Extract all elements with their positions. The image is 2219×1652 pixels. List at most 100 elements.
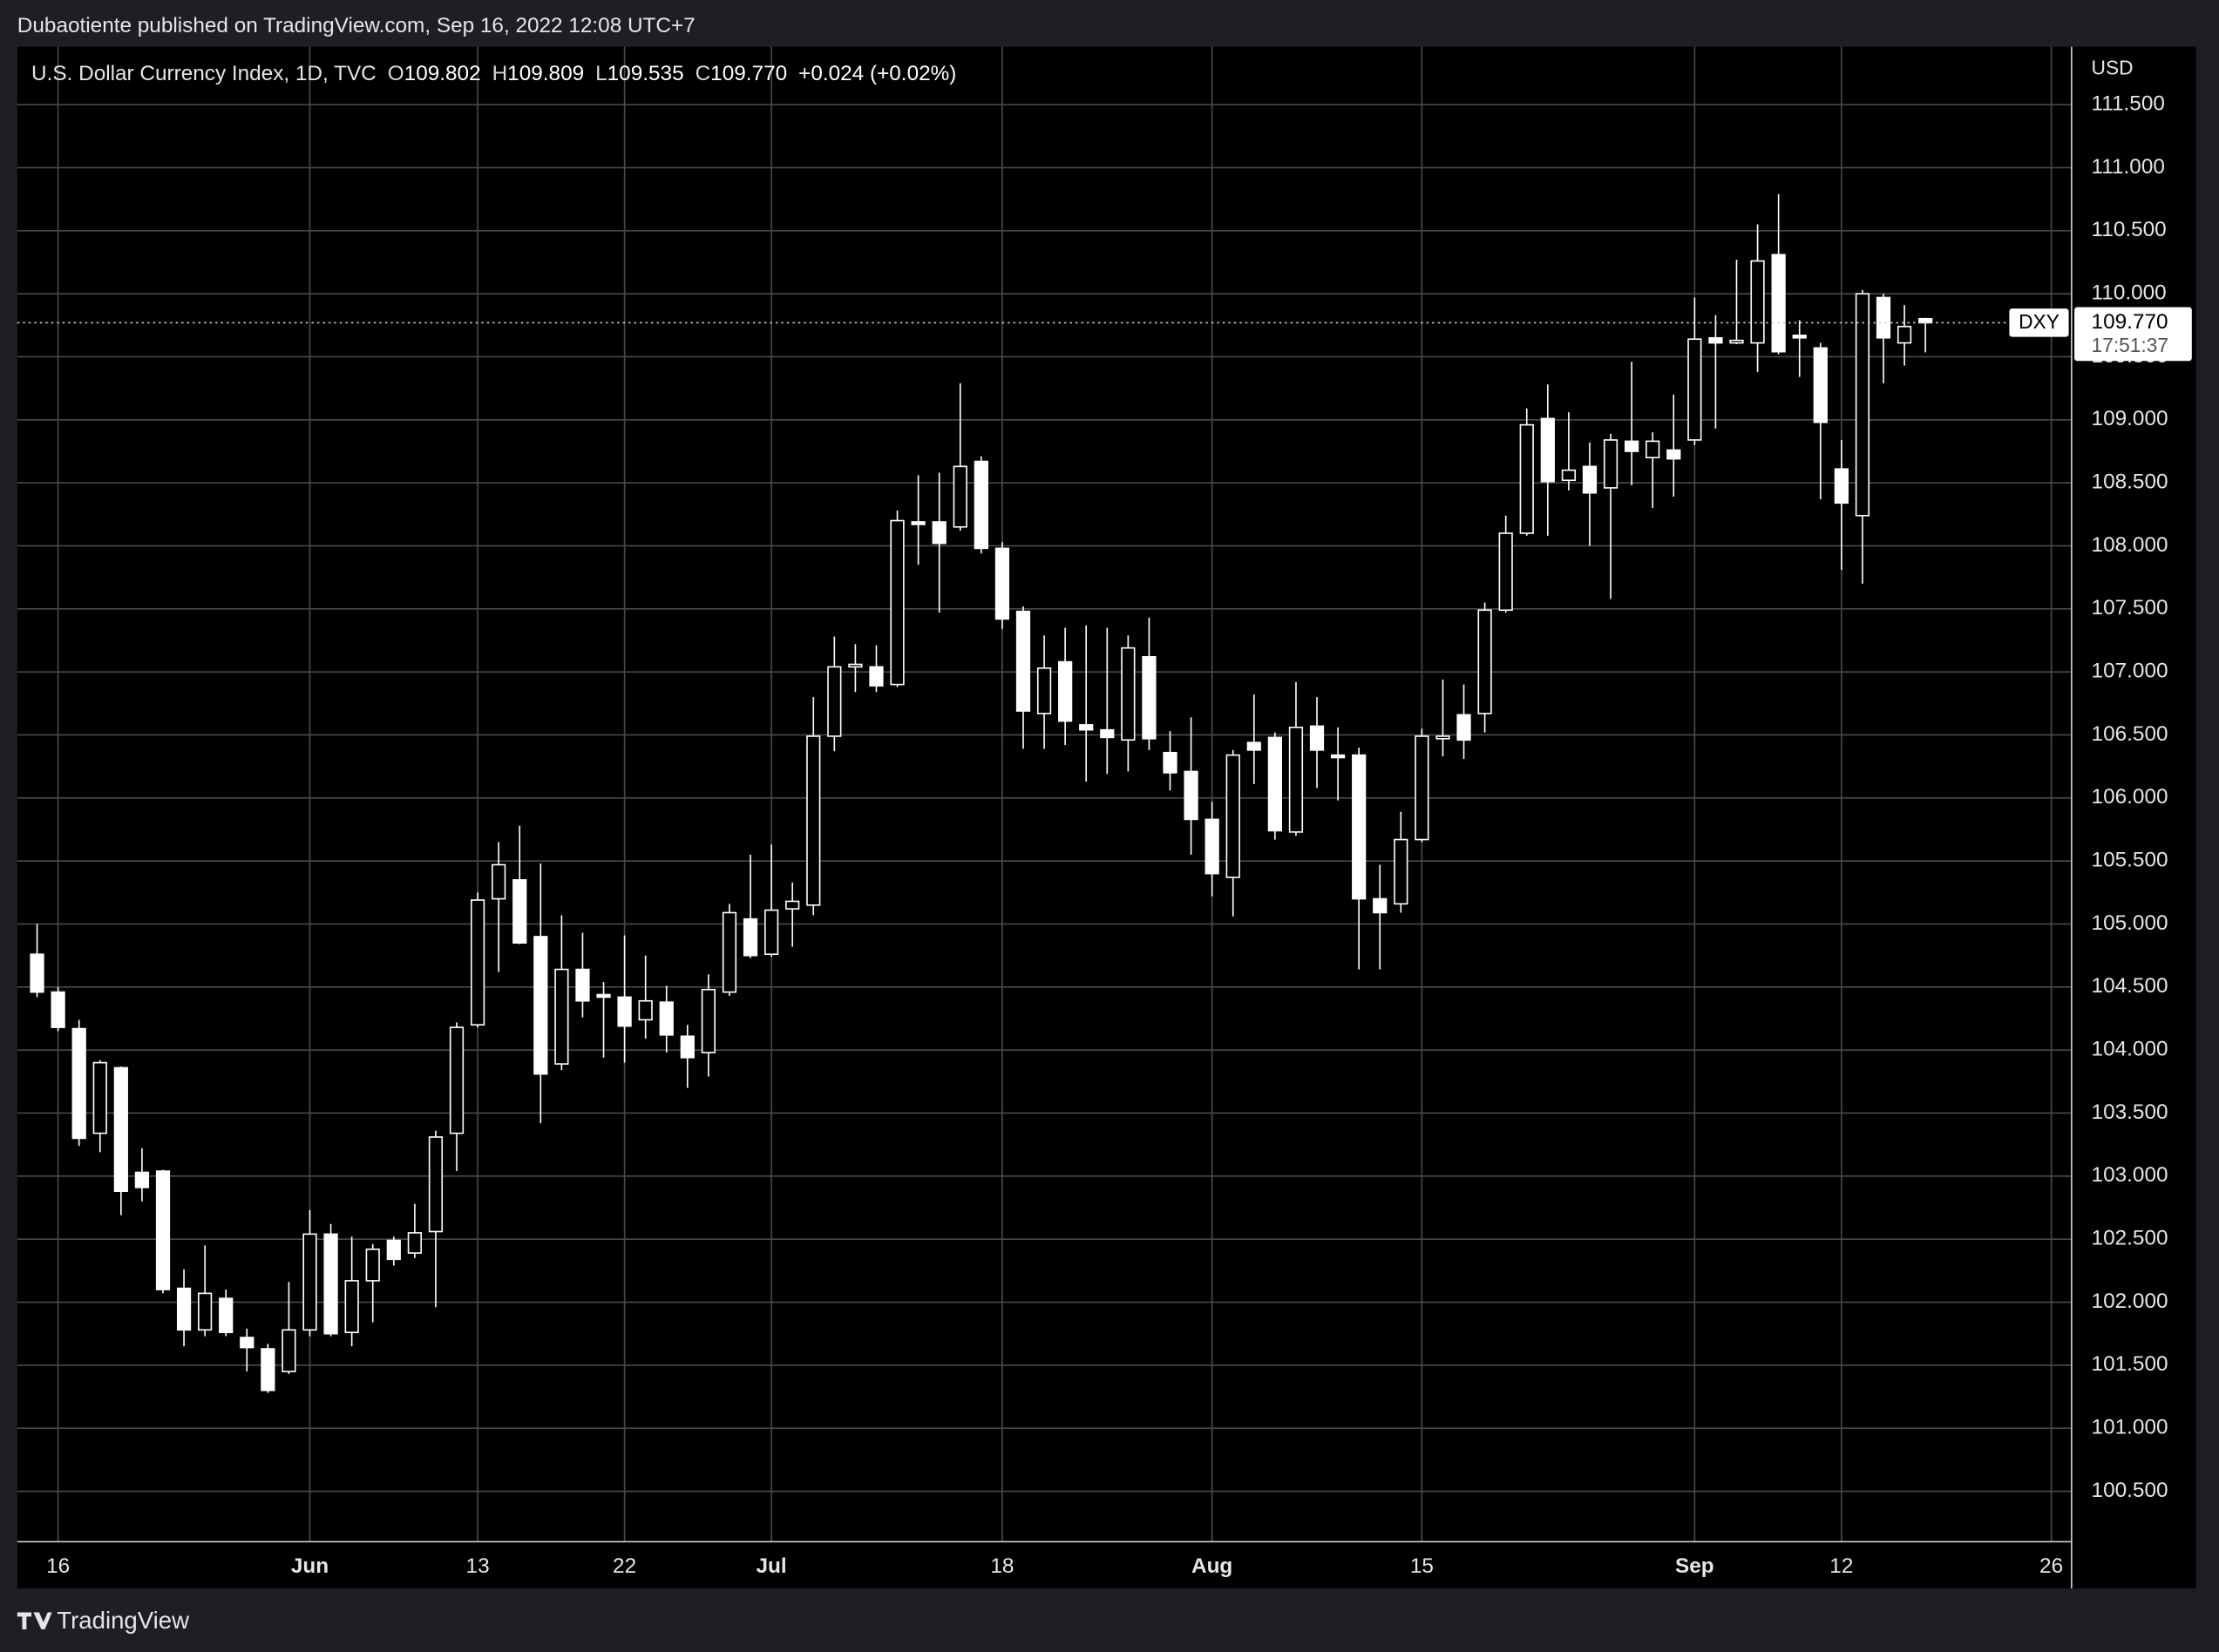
y-tick-label: 105.500 bbox=[2092, 849, 2168, 872]
candle-body bbox=[51, 991, 65, 1028]
ohlc-value: 109.770 bbox=[710, 62, 787, 85]
y-tick-label: 110.000 bbox=[2092, 281, 2167, 305]
candle-body bbox=[365, 1248, 380, 1282]
candle-body bbox=[974, 460, 988, 550]
candle-body bbox=[1225, 754, 1240, 878]
y-tick-label: 107.500 bbox=[2092, 596, 2168, 620]
y-tick-label: 101.000 bbox=[2092, 1416, 2168, 1439]
candle-body bbox=[1750, 260, 1765, 344]
candle-body bbox=[1288, 726, 1304, 833]
ohlc-label: O bbox=[388, 62, 404, 85]
candle-body bbox=[71, 1027, 86, 1140]
y-tick-label: 105.000 bbox=[2092, 911, 2168, 935]
candle-body bbox=[198, 1292, 213, 1331]
candle-body bbox=[743, 917, 758, 957]
candle-body bbox=[1498, 532, 1513, 612]
x-tick-label: Sep bbox=[1675, 1554, 1714, 1578]
candle-body bbox=[492, 863, 506, 900]
x-tick-label: 12 bbox=[1829, 1554, 1853, 1578]
candle-body bbox=[1582, 465, 1598, 494]
y-tick-label: 100.500 bbox=[2092, 1479, 2168, 1502]
y-tick-label: 111.500 bbox=[2092, 92, 2165, 116]
candle-body bbox=[617, 996, 632, 1027]
candle-body bbox=[240, 1337, 254, 1349]
candle-body bbox=[680, 1035, 695, 1059]
publisher-line: Dubaotiente published on TradingView.com… bbox=[17, 14, 696, 37]
y-tick-label: 103.000 bbox=[2092, 1163, 2168, 1187]
symbol-label: DXY bbox=[2019, 310, 2060, 333]
candle-body bbox=[932, 521, 947, 545]
symbol-badge bbox=[2009, 308, 2069, 337]
candle-body bbox=[1352, 754, 1367, 900]
candle-body bbox=[449, 1026, 465, 1134]
candle-body bbox=[1373, 897, 1388, 914]
candle-body bbox=[1813, 347, 1828, 423]
candle-body bbox=[1792, 335, 1807, 339]
y-tick-label: 106.000 bbox=[2092, 785, 2168, 809]
candle-body bbox=[323, 1233, 338, 1335]
ohlc-change: +0.024 (+0.02%) bbox=[798, 62, 956, 85]
candle-body bbox=[827, 666, 842, 737]
candle-body bbox=[1394, 838, 1408, 905]
candle-body bbox=[1267, 736, 1282, 832]
candle-body bbox=[1100, 728, 1115, 739]
candle-body bbox=[1456, 714, 1471, 741]
candle-body bbox=[1666, 449, 1681, 460]
x-tick-label: 16 bbox=[46, 1554, 70, 1578]
ohlc-value: 109.802 bbox=[404, 62, 481, 85]
y-tick-label: 108.500 bbox=[2092, 471, 2168, 494]
candle-body bbox=[1687, 338, 1702, 441]
y-tick-label: 107.000 bbox=[2092, 660, 2168, 683]
ohlc-value: 109.809 bbox=[507, 62, 584, 85]
candle-body bbox=[701, 988, 716, 1053]
ohlc-value: 109.535 bbox=[607, 62, 684, 85]
y-tick-label: 102.000 bbox=[2092, 1290, 2168, 1313]
candle-body bbox=[1646, 440, 1660, 459]
last-price-box bbox=[2074, 307, 2192, 362]
candle-body bbox=[596, 993, 611, 999]
candle-body bbox=[512, 879, 527, 944]
candle-body bbox=[1435, 735, 1450, 740]
candle-body bbox=[763, 909, 779, 956]
candle-body bbox=[176, 1287, 192, 1331]
candle-body bbox=[1015, 610, 1031, 712]
grid bbox=[17, 46, 2072, 1542]
candle-body bbox=[282, 1329, 296, 1372]
candle-body bbox=[1855, 293, 1870, 517]
candle-body bbox=[219, 1297, 234, 1334]
chart-header: U.S. Dollar Currency Index, 1D, TVC O109.… bbox=[31, 62, 956, 85]
x-tick-label: Jun bbox=[291, 1554, 329, 1578]
candle-body bbox=[428, 1136, 444, 1233]
x-tick-label: 26 bbox=[2039, 1554, 2063, 1578]
candle-body bbox=[113, 1066, 128, 1193]
footer-logo[interactable]: TradingView bbox=[17, 1607, 189, 1634]
candle-body bbox=[1121, 647, 1136, 741]
y-tick-label: 111.000 bbox=[2092, 155, 2165, 179]
candle-body bbox=[575, 968, 590, 1002]
candle-body bbox=[1834, 468, 1849, 504]
candle-body bbox=[1729, 339, 1744, 344]
candle-body bbox=[470, 899, 485, 1026]
candle-body bbox=[30, 953, 44, 993]
x-tick-label: 13 bbox=[466, 1554, 490, 1578]
x-tick-label: 22 bbox=[613, 1554, 636, 1578]
x-tick-label: Aug bbox=[1191, 1554, 1232, 1578]
candle-body bbox=[1708, 336, 1723, 344]
candle-body bbox=[869, 666, 884, 687]
chart-pane bbox=[17, 46, 2196, 1588]
candle-body bbox=[1142, 655, 1157, 740]
candle-body bbox=[1079, 724, 1094, 731]
x-tick-label: Jul bbox=[757, 1554, 787, 1578]
candle-body bbox=[785, 900, 800, 910]
candle-body bbox=[659, 1001, 674, 1036]
ohlc-label: H bbox=[492, 62, 508, 85]
candle-body bbox=[554, 968, 569, 1065]
candle-body bbox=[386, 1239, 401, 1261]
logo-mark bbox=[17, 1612, 52, 1630]
candle-body bbox=[722, 911, 737, 993]
candle-body bbox=[848, 663, 863, 668]
y-tick-label: 102.500 bbox=[2092, 1227, 2168, 1250]
